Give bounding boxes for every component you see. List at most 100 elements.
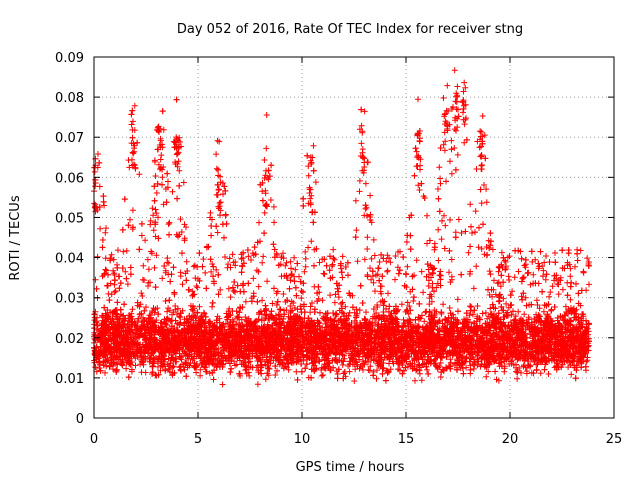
data-point — [217, 286, 224, 293]
data-point — [440, 95, 447, 101]
data-point — [586, 281, 592, 288]
data-point — [472, 208, 479, 215]
data-point — [478, 355, 485, 362]
data-point — [372, 319, 378, 326]
data-point — [376, 259, 383, 265]
data-point — [419, 312, 425, 319]
data-point — [169, 188, 176, 195]
data-point — [112, 288, 119, 294]
data-point — [153, 252, 160, 259]
data-point — [441, 212, 447, 219]
data-point — [293, 368, 300, 375]
data-point — [515, 308, 522, 315]
data-point — [515, 268, 522, 275]
data-point — [405, 310, 412, 317]
data-point — [312, 179, 319, 186]
data-point — [416, 187, 423, 193]
data-point — [363, 309, 369, 316]
data-point — [521, 311, 528, 318]
data-point — [489, 293, 496, 300]
data-points — [91, 67, 592, 388]
data-point — [364, 234, 371, 241]
data-point — [95, 151, 101, 157]
data-point — [522, 294, 529, 301]
data-point — [361, 108, 368, 115]
data-point — [412, 377, 418, 384]
data-point — [136, 171, 143, 178]
data-point — [371, 252, 378, 259]
data-point — [162, 186, 169, 192]
data-point — [256, 219, 262, 226]
data-point — [291, 254, 298, 261]
data-point — [424, 240, 430, 247]
data-point — [568, 371, 575, 378]
data-point — [132, 362, 139, 369]
data-point — [122, 268, 129, 275]
data-point — [483, 244, 490, 250]
data-point — [486, 268, 493, 275]
data-point — [309, 300, 315, 306]
data-point — [288, 298, 295, 305]
data-point — [111, 289, 118, 296]
data-point — [260, 253, 267, 260]
data-point — [302, 248, 309, 255]
data-point — [386, 360, 392, 367]
data-point — [214, 229, 221, 236]
data-point — [219, 381, 226, 388]
data-point — [530, 271, 537, 278]
data-point — [404, 299, 411, 306]
data-point — [479, 310, 486, 317]
data-point — [533, 297, 540, 304]
data-point — [181, 221, 188, 228]
data-point — [250, 275, 257, 282]
data-point — [151, 157, 158, 164]
data-point — [150, 212, 157, 219]
data-point — [310, 142, 317, 149]
data-point — [512, 313, 519, 320]
data-point — [500, 295, 507, 302]
data-point — [115, 247, 121, 254]
data-point — [259, 297, 266, 304]
data-point — [242, 314, 249, 321]
data-point — [142, 237, 149, 244]
data-point — [415, 182, 422, 189]
data-point — [255, 268, 262, 275]
data-point — [475, 244, 482, 251]
data-point — [153, 190, 160, 196]
data-point — [428, 274, 434, 281]
data-point — [378, 290, 385, 297]
data-point — [485, 368, 492, 375]
data-point — [138, 290, 145, 297]
data-point — [439, 366, 446, 373]
data-point — [149, 205, 156, 212]
data-point — [494, 280, 501, 287]
data-point — [356, 177, 363, 184]
data-point — [216, 138, 223, 145]
data-point — [253, 267, 260, 274]
data-point — [418, 377, 425, 384]
data-point — [149, 363, 156, 370]
data-point — [400, 316, 407, 323]
data-point — [129, 306, 136, 313]
data-point — [435, 318, 442, 325]
data-point — [447, 359, 454, 366]
data-point — [120, 248, 127, 255]
data-point — [262, 376, 269, 383]
data-point — [283, 259, 290, 266]
data-point — [180, 179, 187, 186]
data-point — [537, 370, 544, 377]
data-point — [197, 366, 204, 373]
data-point — [183, 224, 189, 231]
data-point — [208, 268, 215, 275]
data-point — [147, 217, 154, 224]
data-point — [436, 164, 443, 171]
data-point — [282, 262, 289, 269]
data-point — [470, 365, 477, 372]
data-point — [506, 361, 513, 367]
data-point — [272, 372, 279, 378]
data-point — [302, 263, 309, 270]
data-point — [543, 253, 549, 259]
data-point — [370, 236, 377, 243]
data-point — [177, 273, 184, 280]
